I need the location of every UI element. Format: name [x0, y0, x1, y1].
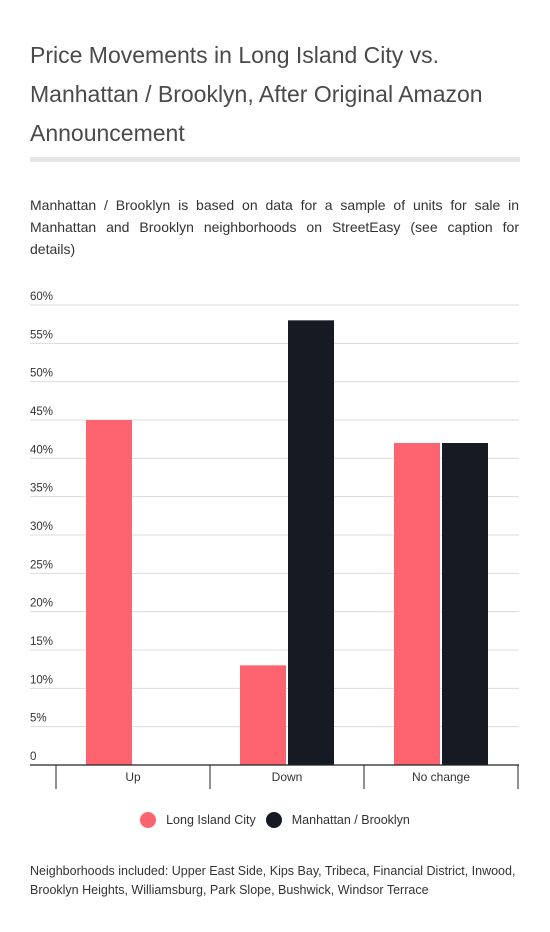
y-tick-label: 10% — [30, 674, 53, 686]
chart-subtitle: Manhattan / Brooklyn is based on data fo… — [30, 197, 519, 257]
y-tick-label: 25% — [30, 559, 53, 571]
y-tick-label: 60% — [30, 291, 53, 303]
y-tick-label: 50% — [30, 368, 53, 380]
legend-swatch-manhattan-brooklyn — [265, 812, 282, 828]
y-tick-label: 45% — [30, 406, 53, 418]
bar-down-manhattan-brooklyn — [288, 320, 334, 765]
y-tick-label: 15% — [30, 636, 53, 648]
legend-item-long-island-city[interactable]: Long Island City — [140, 812, 256, 828]
y-tick-label: 40% — [30, 444, 53, 456]
title-divider — [30, 157, 520, 162]
bar-chart: 0 5% 10% 15% 20% 25% 30% 35% 40% 45% 50% 55% 60% Up Do… — [30, 291, 519, 789]
y-tick-label: 35% — [30, 483, 53, 495]
y-tick-label: 55% — [30, 329, 53, 341]
bar-down-long-island-city — [240, 665, 286, 765]
bar-no-change-manhattan-brooklyn — [442, 443, 488, 765]
x-tick-label: Down — [272, 770, 303, 784]
legend-label: Long Island City — [166, 813, 256, 827]
legend-item-manhattan-brooklyn[interactable]: Manhattan / Brooklyn — [265, 812, 410, 828]
bar-up-long-island-city — [86, 420, 132, 765]
y-tick-label: 0 — [30, 751, 36, 763]
x-tick-label: Up — [125, 770, 141, 784]
y-tick-label: 30% — [30, 521, 53, 533]
legend-label: Manhattan / Brooklyn — [291, 813, 410, 827]
chart-legend: Long Island City Manhattan / Brooklyn — [0, 812, 550, 828]
bar-no-change-long-island-city — [394, 443, 440, 765]
legend-swatch-long-island-city — [140, 812, 157, 828]
chart-caption: Neighborhoods included: Upper East Side,… — [30, 864, 516, 897]
y-tick-label: 5% — [30, 713, 47, 725]
y-tick-label: 20% — [30, 598, 53, 610]
chart-title: Price Movements in Long Island City vs. … — [30, 42, 483, 146]
x-tick-label: No change — [412, 770, 470, 784]
